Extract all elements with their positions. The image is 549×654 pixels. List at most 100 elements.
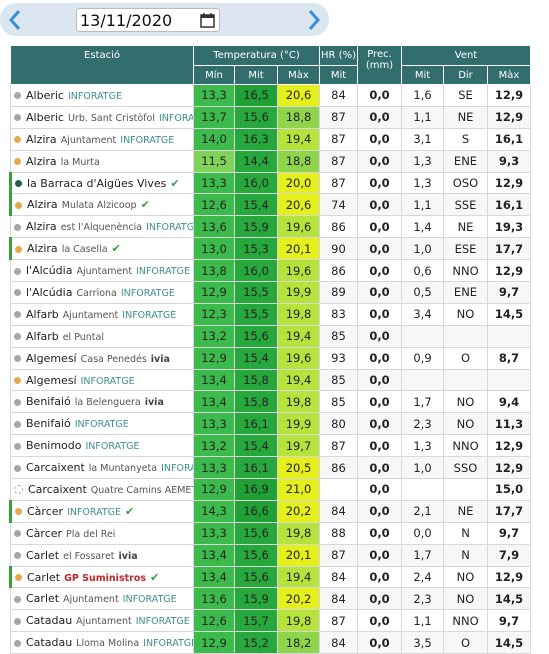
- station-cell: Alzira Mulata Alzicoop ✔: [9, 193, 194, 217]
- value-cell: 16,1: [234, 456, 278, 480]
- station-place: la Belenguera: [74, 397, 141, 409]
- date-input[interactable]: 13/11/2020: [76, 8, 220, 32]
- check-icon: ✔: [125, 504, 135, 518]
- station-source: INFORATGE: [135, 616, 190, 628]
- check-icon: ✔: [111, 242, 121, 256]
- value-cell: 0,0: [357, 259, 402, 283]
- station-cell: Alzira Ajuntament INFORATGE: [10, 127, 194, 151]
- value-cell: 12,6: [193, 609, 235, 633]
- calendar-icon[interactable]: [200, 12, 215, 28]
- value-cell: 19,9: [277, 281, 320, 304]
- station-row: Alberic INFORATGE 13,3 16,5 20,6 84 0,0 1,6 SE 12…: [10, 84, 531, 107]
- value-cell: 14,5: [487, 587, 531, 611]
- value-cell: 13,6: [193, 587, 235, 611]
- value-cell: 20,2: [277, 499, 320, 523]
- value-cell: 13,6: [193, 215, 235, 239]
- station-cell: Catadau Lloma Molina INFORATGE: [10, 631, 194, 654]
- value-cell: 15,6: [234, 324, 278, 348]
- next-day[interactable]: [307, 9, 321, 31]
- value-cell: 13,4: [193, 565, 235, 589]
- station-place: la Casella: [61, 244, 108, 256]
- status-dot: [14, 617, 21, 625]
- station-row: Alzira la Murta 11,5 14,4 18,8 87 0,0 1,3 ENE 9,3: [10, 149, 531, 173]
- station-row: l'Alcúdia Ajuntament INFORATGE 13,8 16,0 19,6…: [10, 259, 531, 283]
- station-name: Alzira: [26, 220, 57, 234]
- station-source: INFORATGE: [67, 90, 122, 102]
- status-dot: [14, 595, 21, 603]
- station-name: Benifaió: [26, 417, 71, 431]
- station-place: el Fossaret: [63, 550, 115, 562]
- station-name: l'Alcúdia: [26, 285, 73, 299]
- value-cell: 12,9: [487, 565, 531, 589]
- value-cell: 11,3: [487, 412, 531, 436]
- value-cell: NNO: [443, 609, 488, 633]
- station-row: Benifaió INFORATGE 13,3 16,1 19,9 80 0,0 2,3 NO 1…: [10, 412, 531, 436]
- value-cell: 12,9: [487, 171, 531, 195]
- status-dot: [14, 333, 21, 341]
- value-cell: 1,7: [401, 390, 444, 414]
- value-cell: 12,9: [487, 434, 531, 458]
- value-cell: 88: [319, 521, 358, 545]
- value-cell: 87: [319, 434, 358, 458]
- value-cell: 0,0: [357, 521, 402, 545]
- value-cell: 85: [319, 368, 358, 392]
- value-cell: 13,4: [193, 390, 235, 414]
- station-place: la Muntanyeta: [88, 463, 158, 475]
- date-bar: 13/11/2020: [0, 3, 329, 36]
- value-cell: 12,9: [193, 281, 235, 304]
- station-cell: l'Alcúdia Carrïona INFORATGE: [10, 281, 194, 304]
- station-cell: Carlet Ajuntament INFORATGE: [10, 587, 194, 611]
- value-cell: 86: [319, 215, 358, 239]
- station-source: INFORATGE: [158, 112, 194, 124]
- value-cell: 84: [319, 84, 358, 107]
- status-dot: [14, 92, 21, 100]
- value-cell: 0,9: [401, 346, 444, 370]
- station-place: Ajuntament: [76, 616, 132, 628]
- station-name: Càrcer: [27, 504, 64, 518]
- status-dot: [15, 574, 22, 582]
- value-cell: 2,3: [401, 587, 444, 611]
- value-cell: [487, 324, 531, 348]
- value-cell: 15,4: [234, 434, 278, 458]
- station-row: Càrcer Pla del Rei 13,3 15,6 19,8 88 0,0 0,0 N 9,…: [10, 521, 531, 545]
- station-row: Carlet GP Suministros ✔ 13,4 15,6 19,4 84 0,0 2,…: [9, 565, 531, 589]
- value-cell: 0,0: [357, 587, 402, 611]
- value-cell: NO: [443, 587, 488, 611]
- value-cell: 20,6: [277, 193, 320, 217]
- value-cell: 0,0: [357, 609, 402, 633]
- value-cell: 0,0: [401, 521, 444, 545]
- value-cell: N: [443, 521, 488, 545]
- station-cell: Benifaió la Belenguera ivia: [10, 390, 194, 414]
- value-cell: 13,7: [193, 105, 235, 129]
- value-cell: 18,2: [277, 631, 320, 654]
- value-cell: 11,5: [193, 149, 235, 173]
- value-cell: 85: [319, 324, 358, 348]
- value-cell: 0,0: [357, 215, 402, 239]
- station-name: Carcaixent: [28, 482, 87, 496]
- station-name: Carcaixent: [26, 461, 85, 475]
- value-cell: 3,4: [401, 302, 444, 326]
- status-dot: [14, 136, 21, 144]
- station-row: Algemesí INFORATGE 13,4 15,8 19,4 85 0,0: [10, 368, 531, 392]
- value-cell: ENE: [443, 149, 488, 173]
- status-dot: [14, 377, 21, 385]
- subheader: Dir: [443, 65, 488, 85]
- value-cell: 15,9: [234, 587, 278, 611]
- station-name: Carlet: [27, 570, 61, 584]
- value-cell: 14,4: [234, 149, 278, 173]
- value-cell: 90: [319, 237, 358, 261]
- prev-day[interactable]: [8, 9, 22, 31]
- value-cell: 0,6: [401, 259, 444, 283]
- value-cell: 1,0: [401, 237, 444, 261]
- value-cell: 0,0: [357, 302, 402, 326]
- value-cell: 15,7: [234, 609, 278, 633]
- value-cell: 0,0: [357, 499, 402, 523]
- value-cell: N: [443, 543, 488, 567]
- value-cell: NO: [443, 302, 488, 326]
- value-cell: 13,0: [193, 237, 235, 261]
- value-cell: 86: [319, 259, 358, 283]
- value-cell: 20,5: [277, 456, 320, 480]
